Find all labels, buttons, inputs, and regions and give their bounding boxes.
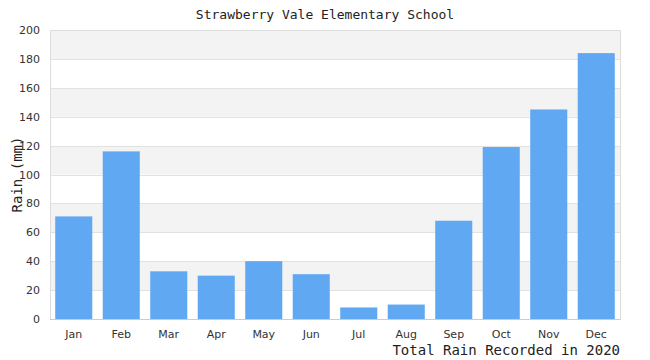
bar <box>388 305 425 319</box>
x-tick-label: Aug <box>396 328 417 341</box>
x-axis-label: Total Rain Recorded in 2020 <box>392 342 620 358</box>
x-tick-label: Oct <box>492 328 512 341</box>
x-tick-label: May <box>252 328 275 341</box>
grid-line <box>50 88 620 89</box>
y-tick-label: 0 <box>33 313 40 326</box>
x-tick-label: Jan <box>64 328 82 341</box>
grid <box>50 31 620 320</box>
x-tick-label: Jul <box>351 328 365 341</box>
chart-title: Strawberry Vale Elementary School <box>196 7 454 22</box>
x-tick-labels: Jan Feb Mar Apr May Jun Jul Aug Sep Oct Nov Dec <box>64 328 607 341</box>
chart-svg: 020406080100120140160180200JanFebMarAprM… <box>0 0 650 360</box>
y-tick-label: 20 <box>26 284 40 297</box>
x-tick-label: Sep <box>443 328 464 341</box>
bar <box>245 261 282 319</box>
grid-line <box>50 59 620 60</box>
x-tick-label: Dec <box>586 328 607 341</box>
grid-line <box>50 319 620 320</box>
bar <box>435 221 472 319</box>
bar <box>103 151 140 319</box>
grid-band <box>50 59 620 88</box>
plot-frame <box>51 31 621 320</box>
y-tick-label: 40 <box>26 255 40 268</box>
y-tick-label: 160 <box>19 82 40 95</box>
chart-container: 020406080100120140160180200JanFebMarAprM… <box>0 0 650 360</box>
y-tick-label: 60 <box>26 226 40 239</box>
bar <box>578 53 615 319</box>
x-tick-label: Mar <box>158 328 179 341</box>
y-tick-label: 200 <box>19 24 40 37</box>
x-tick-label: Feb <box>112 328 131 341</box>
bar <box>198 276 235 319</box>
bar <box>530 109 567 319</box>
y-axis-label: Rain (mm) <box>9 137 25 213</box>
x-axis-line <box>50 319 621 320</box>
bar <box>293 274 330 319</box>
y-tick-label: 140 <box>19 111 40 124</box>
x-tick-label: Jun <box>302 328 320 341</box>
y-tick-label: 180 <box>19 53 40 66</box>
x-tick-label: Nov <box>538 328 560 341</box>
x-tick-label: Apr <box>207 328 227 341</box>
y-tick-label: 80 <box>26 197 40 210</box>
grid-band <box>50 30 620 59</box>
bar <box>55 216 92 319</box>
bar <box>150 271 187 319</box>
bars <box>55 53 615 319</box>
bar <box>483 147 520 319</box>
bar <box>340 307 377 319</box>
grid-bands <box>50 30 620 319</box>
